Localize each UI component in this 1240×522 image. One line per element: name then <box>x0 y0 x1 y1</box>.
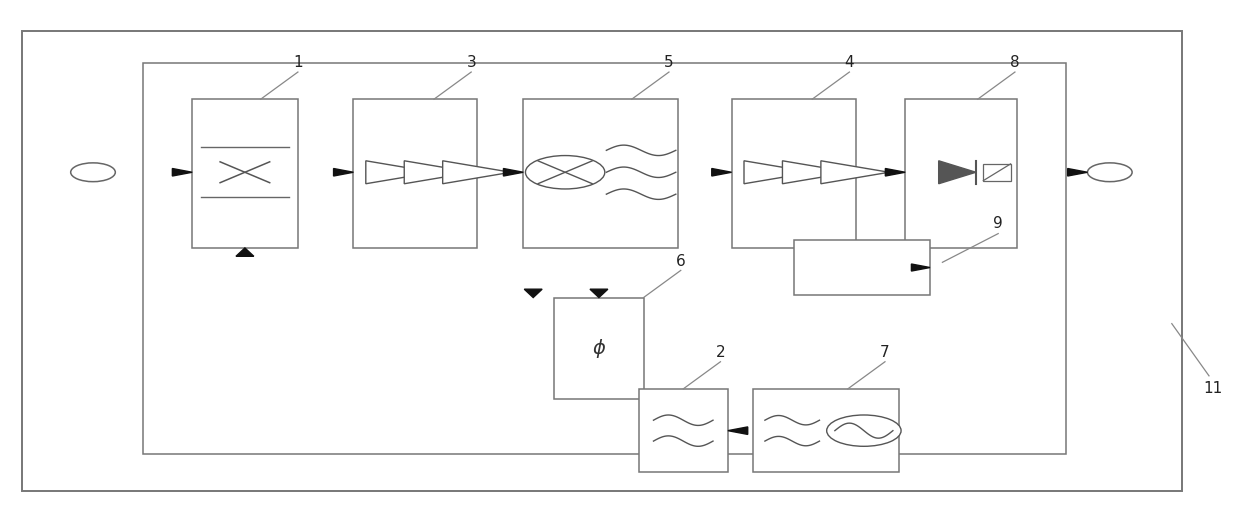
Text: 11: 11 <box>1203 381 1223 396</box>
Polygon shape <box>172 169 192 176</box>
Polygon shape <box>821 161 889 184</box>
Text: 4: 4 <box>844 55 854 70</box>
Ellipse shape <box>526 156 605 189</box>
Ellipse shape <box>827 415 901 446</box>
Polygon shape <box>1068 169 1087 176</box>
Polygon shape <box>404 161 472 184</box>
Bar <box>554 298 644 399</box>
Bar <box>732 99 856 248</box>
Bar <box>753 389 899 472</box>
Polygon shape <box>911 264 930 271</box>
Ellipse shape <box>71 163 115 182</box>
Text: 3: 3 <box>466 55 476 70</box>
Bar <box>192 99 298 248</box>
Polygon shape <box>712 169 732 176</box>
Bar <box>905 99 1017 248</box>
Ellipse shape <box>1087 163 1132 182</box>
Text: 7: 7 <box>880 345 890 360</box>
Polygon shape <box>525 289 542 298</box>
Bar <box>639 389 728 472</box>
Polygon shape <box>236 248 254 256</box>
Polygon shape <box>744 161 812 184</box>
Text: 8: 8 <box>1011 55 1019 70</box>
Bar <box>523 99 678 248</box>
Polygon shape <box>443 161 511 184</box>
Bar <box>22 31 1182 491</box>
Polygon shape <box>590 289 608 298</box>
Bar <box>143 63 1066 454</box>
Polygon shape <box>782 161 851 184</box>
Bar <box>983 164 1011 181</box>
Polygon shape <box>728 427 748 434</box>
Text: 5: 5 <box>665 55 673 70</box>
Polygon shape <box>334 169 353 176</box>
Bar <box>794 240 930 295</box>
Bar <box>353 99 477 248</box>
Text: 1: 1 <box>293 55 303 70</box>
Polygon shape <box>885 169 905 176</box>
Polygon shape <box>366 161 434 184</box>
Polygon shape <box>503 169 523 176</box>
Text: $\phi$: $\phi$ <box>591 337 606 360</box>
Text: 2: 2 <box>715 345 725 360</box>
Polygon shape <box>939 161 976 184</box>
Text: 9: 9 <box>993 216 1003 231</box>
Text: 6: 6 <box>676 254 686 269</box>
